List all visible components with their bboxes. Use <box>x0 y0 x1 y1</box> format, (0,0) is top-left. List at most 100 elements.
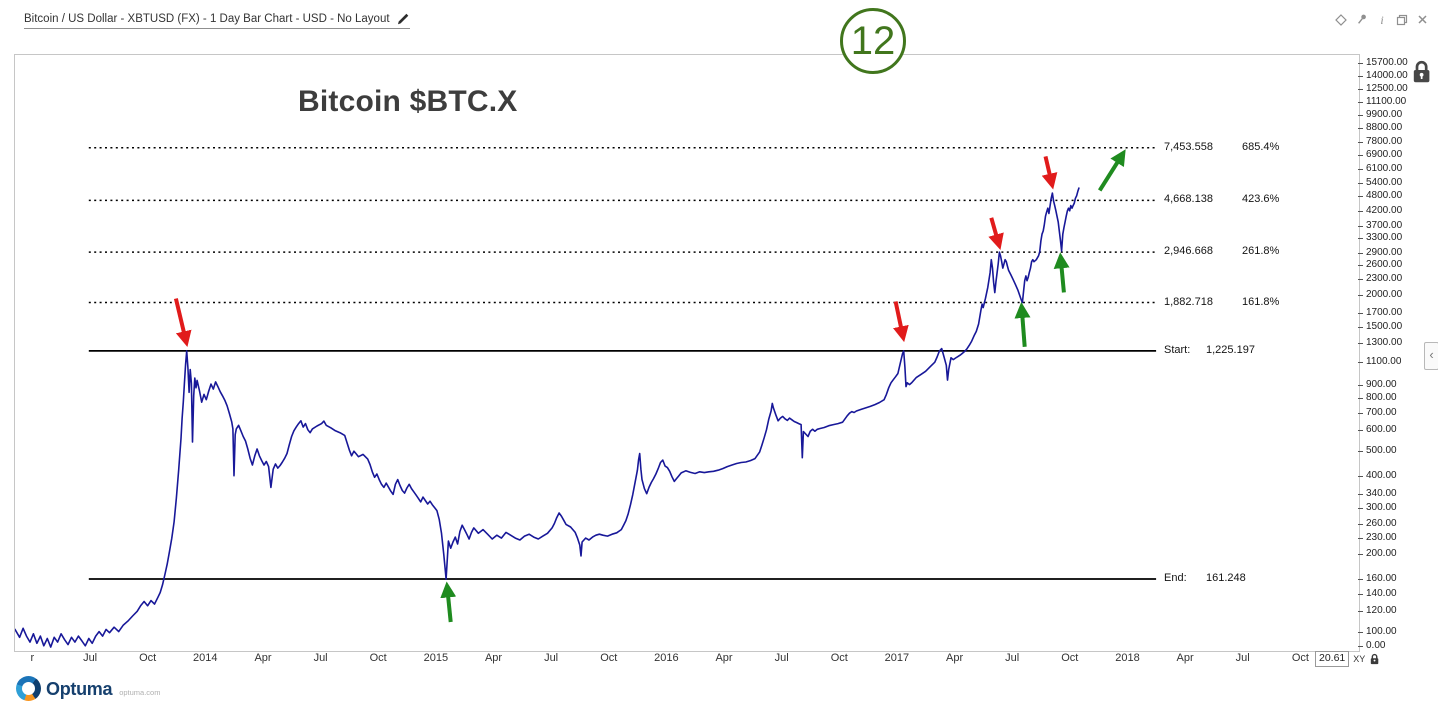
axis-lock-mini-icon[interactable] <box>1369 653 1380 665</box>
y-axis-tick <box>1358 183 1363 184</box>
x-axis-label: Jul <box>1235 652 1250 664</box>
y-axis-tick <box>1358 475 1363 477</box>
y-axis-tick <box>1358 169 1363 171</box>
y-axis-label: 340.00 <box>1366 488 1397 500</box>
y-axis-label: 9900.00 <box>1366 108 1403 120</box>
y-axis-label: 2000.00 <box>1366 288 1403 300</box>
info-icon[interactable]: i <box>1377 13 1387 26</box>
x-axis-label: Apr <box>254 652 272 664</box>
interval-value-box[interactable]: 20.61 <box>1315 651 1350 667</box>
x-axis-label: Jul <box>544 652 559 664</box>
x-axis-label: 2015 <box>423 652 449 664</box>
y-axis-tick <box>1358 75 1363 77</box>
svg-text:i: i <box>1380 13 1383 26</box>
y-axis-label: 160.00 <box>1366 572 1397 584</box>
y-axis-tick <box>1358 553 1363 555</box>
y-axis-label: 4200.00 <box>1366 205 1403 217</box>
chart-description[interactable]: Bitcoin / US Dollar - XBTUSD (FX) - 1 Da… <box>24 12 390 25</box>
x-axis-label: Jul <box>774 652 789 664</box>
y-axis-tick <box>1358 141 1363 143</box>
price-axis[interactable]: 15700.00 14000.00 12500.00 11100.00 9900.00 8… <box>1358 54 1438 654</box>
y-axis-label: 5400.00 <box>1366 177 1403 188</box>
x-axis-label: 2017 <box>884 652 910 664</box>
y-axis-tick <box>1358 62 1363 64</box>
edit-pencil-icon[interactable] <box>397 12 410 25</box>
y-axis-label: 1300.00 <box>1366 337 1403 349</box>
price-line[interactable] <box>15 187 1080 648</box>
close-icon[interactable] <box>1417 14 1428 25</box>
y-axis-label: 1100.00 <box>1366 356 1402 367</box>
axis-mode-label[interactable]: XY <box>1353 654 1366 664</box>
y-axis-tick <box>1358 114 1363 116</box>
y-axis-label: 400.00 <box>1366 469 1397 481</box>
y-axis-tick <box>1358 313 1363 314</box>
time-axis[interactable]: r Jul Oct 2014 Apr Jul Oct 2015 Apr Jul Oct 2016 Apr… <box>14 651 1358 669</box>
x-axis-label: 2016 <box>654 652 679 664</box>
y-axis-tick <box>1358 508 1363 510</box>
y-axis-tick <box>1358 631 1363 633</box>
titlebar: Bitcoin / US Dollar - XBTUSD (FX) - 1 Da… <box>0 0 1438 32</box>
y-axis-tick <box>1358 88 1363 90</box>
y-axis-tick <box>1358 252 1363 254</box>
y-axis-tick <box>1358 611 1363 613</box>
red-arrow-annotation[interactable] <box>988 217 1004 250</box>
axis-lock-icon[interactable] <box>1410 59 1433 84</box>
y-axis-tick <box>1358 211 1363 213</box>
chevron-left-icon: ‹ <box>1429 347 1434 362</box>
y-axis-label: 230.00 <box>1366 532 1397 543</box>
annotation-number-badge: 12 <box>840 8 906 74</box>
green-arrow-annotation[interactable] <box>1014 302 1031 347</box>
badge-number: 12 <box>850 18 896 63</box>
optuma-logo-icon <box>16 676 41 701</box>
y-axis-label: 7800.00 <box>1366 135 1403 147</box>
x-axis-label: Apr <box>946 652 964 664</box>
y-axis-label: 300.00 <box>1366 502 1397 514</box>
x-axis-label: Oct <box>830 652 848 664</box>
brand-site: optuma.com <box>119 688 161 697</box>
optuma-logo[interactable]: Optuma optuma.com <box>16 676 160 701</box>
y-axis-label: 260.00 <box>1366 518 1397 530</box>
y-axis-label: 900.00 <box>1366 378 1397 390</box>
y-axis-label: 8800.00 <box>1366 122 1403 134</box>
y-axis-tick <box>1358 102 1363 103</box>
y-axis-tick <box>1358 265 1363 267</box>
y-axis-tick <box>1358 238 1363 240</box>
y-axis-label: 14000.00 <box>1366 69 1408 81</box>
y-axis-tick <box>1358 384 1363 386</box>
chart-plot-area[interactable]: Bitcoin $BTC.X 7,453.558 685.4% 4,668.138 4… <box>14 54 1360 652</box>
panel-collapse-button[interactable]: ‹ <box>1424 342 1438 370</box>
y-axis-tick <box>1358 343 1363 345</box>
restore-icon[interactable] <box>1396 14 1408 26</box>
y-axis-tick <box>1358 646 1363 647</box>
axis-readout: 20.61 XY <box>1315 651 1380 667</box>
y-axis-label: 2900.00 <box>1366 246 1403 258</box>
green-arrow-annotation[interactable] <box>1098 149 1126 192</box>
x-axis-label: Oct <box>369 652 387 664</box>
y-axis-tick <box>1358 412 1363 414</box>
green-arrow-annotation[interactable] <box>1053 252 1070 293</box>
y-axis-label: 800.00 <box>1366 391 1397 403</box>
green-arrow-annotation[interactable] <box>440 581 457 623</box>
y-axis-tick <box>1358 538 1363 539</box>
red-arrow-annotation[interactable] <box>893 301 909 343</box>
y-axis-tick <box>1358 397 1363 399</box>
pin-icon[interactable] <box>1356 13 1368 26</box>
price-chart-svg[interactable] <box>15 55 1359 651</box>
y-axis-label: 6900.00 <box>1366 149 1403 161</box>
y-axis-label: 700.00 <box>1366 406 1397 418</box>
y-axis-label: 0.00 <box>1366 640 1386 651</box>
red-arrow-annotation[interactable] <box>173 298 192 348</box>
y-axis-label: 3700.00 <box>1366 219 1403 231</box>
diamond-icon[interactable] <box>1335 13 1347 26</box>
y-axis-tick <box>1358 494 1363 496</box>
chart-description-bar[interactable]: Bitcoin / US Dollar - XBTUSD (FX) - 1 Da… <box>24 12 410 29</box>
y-axis-tick <box>1358 593 1363 595</box>
y-axis-tick <box>1358 155 1363 157</box>
y-axis-tick <box>1358 279 1363 280</box>
red-arrow-annotation[interactable] <box>1041 155 1058 190</box>
y-axis-label: 1500.00 <box>1366 321 1403 333</box>
y-axis-label: 2600.00 <box>1366 259 1403 271</box>
y-axis-label: 1700.00 <box>1366 307 1403 318</box>
y-axis-label: 120.00 <box>1366 605 1397 617</box>
y-axis-label: 200.00 <box>1366 547 1397 559</box>
